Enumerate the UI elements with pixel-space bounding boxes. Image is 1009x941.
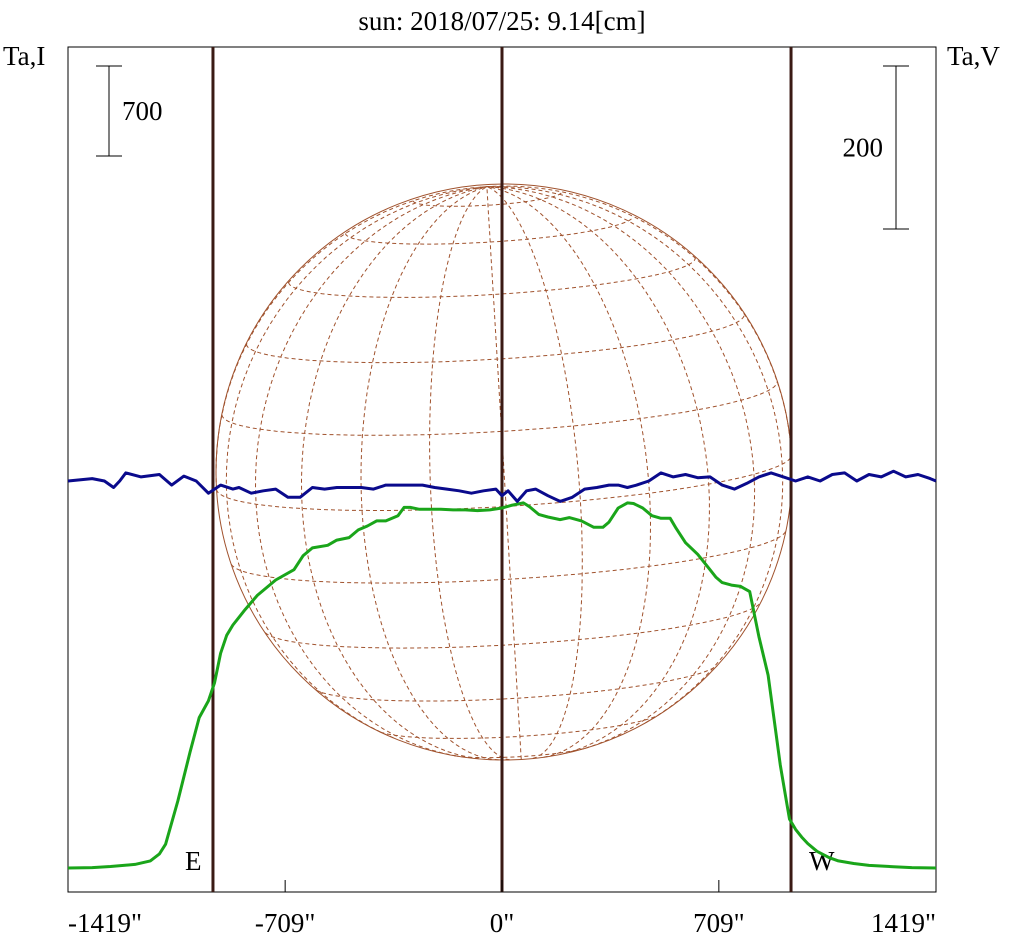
- scale-bar-label-i: 700: [122, 96, 163, 126]
- disk-parallel: [344, 216, 634, 245]
- data-series: [67, 469, 937, 870]
- disk-meridian: [486, 186, 522, 760]
- disk-meridian: [486, 186, 756, 749]
- x-tick-label: 1419": [871, 908, 936, 938]
- series-line-i: [67, 501, 937, 870]
- disk-parallel: [230, 530, 787, 584]
- right-axis-label: Ta,V: [947, 41, 1000, 71]
- disk-meridian: [215, 186, 487, 490]
- x-axis-ticks: -1419" -709" 0" 709" 1419": [67, 880, 937, 938]
- disk-parallel: [412, 191, 563, 207]
- x-tick-label: -709": [255, 908, 316, 938]
- disk-parallel: [246, 314, 745, 364]
- disk-meridian: [360, 186, 499, 761]
- x-tick-label: 709": [693, 908, 745, 938]
- x-tick-label: 0": [490, 908, 515, 938]
- series-line-v: [67, 469, 937, 503]
- disk-parallel: [288, 257, 696, 298]
- chart-title: sun: 2018/07/25: 9.14[cm]: [358, 6, 645, 36]
- scale-bar-v: 200: [843, 65, 909, 230]
- scale-bar-label-v: 200: [843, 133, 884, 163]
- disk-parallel: [221, 381, 778, 436]
- x-tick-label: -1419": [68, 908, 142, 938]
- disk-meridian: [225, 186, 487, 739]
- disk-parallel: [380, 714, 659, 739]
- solar-disk: [215, 183, 793, 761]
- disk-meridian: [486, 186, 652, 758]
- disk-meridian: [486, 186, 710, 755]
- scale-bar-i: 700: [96, 65, 163, 157]
- disk-parallel: [315, 665, 718, 702]
- limb-label-e: E: [185, 846, 202, 876]
- disk-meridian: [254, 186, 487, 757]
- disk-meridian: [300, 186, 488, 760]
- limb-label-w: W: [809, 846, 835, 876]
- disk-meridian: [486, 186, 784, 724]
- disk-meridian: [486, 186, 583, 759]
- disk-parallel: [264, 602, 761, 649]
- left-axis-label: Ta,I: [3, 41, 45, 71]
- disk-parallel: [454, 747, 588, 759]
- disk-meridian: [429, 186, 510, 761]
- scale-bars: 700 200: [96, 65, 909, 230]
